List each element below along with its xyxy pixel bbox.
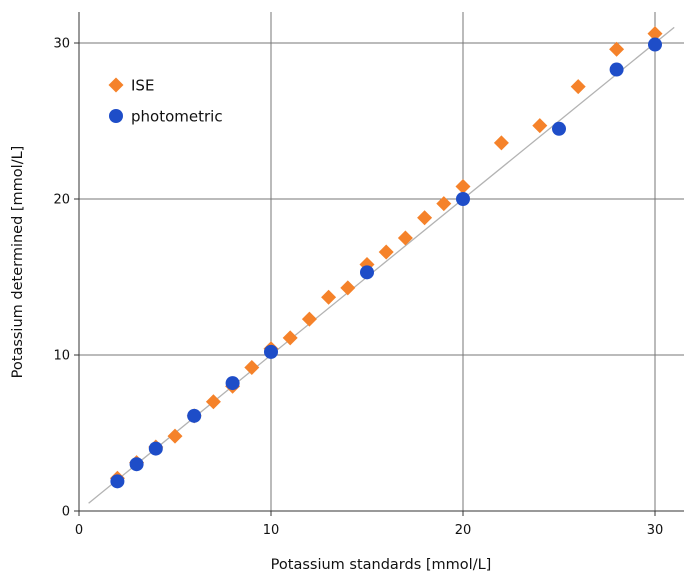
ise-data-point: [282, 330, 298, 346]
x-tick-label: 0: [75, 523, 83, 538]
ise-data-point: [493, 135, 509, 151]
ise-data-point: [609, 41, 625, 57]
ise-data-point: [417, 210, 433, 226]
identity-reference-line: [88, 26, 675, 504]
photometric-data-point: [552, 121, 566, 136]
ise-data-point: [340, 280, 356, 296]
marks-layer: [109, 26, 663, 489]
x-axis-title: Potassium standards [mmol/L]: [271, 557, 492, 573]
ise-data-point: [570, 79, 586, 95]
ise-data-point: [436, 196, 452, 212]
axis-layer: 0 10 20 30 0 10 20 30: [53, 12, 684, 538]
ise-data-point: [244, 359, 260, 375]
ise-data-point: [205, 394, 221, 410]
ise-data-point: [532, 118, 548, 134]
photometric-data-point: [264, 344, 278, 359]
x-tick-label: 20: [455, 523, 472, 538]
legend: ISE photometric: [108, 77, 223, 126]
y-tick-label: 0: [62, 505, 70, 520]
y-axis-title: Potassium determined [mmol/L]: [10, 146, 26, 379]
photometric-data-point: [360, 265, 374, 280]
ise-data-point: [167, 428, 183, 444]
ise-data-point: [647, 26, 663, 42]
series-photometric: [110, 37, 662, 489]
ise-data-point: [321, 289, 337, 305]
photometric-data-point: [129, 457, 144, 472]
legend-ise-swatch: [108, 77, 124, 93]
x-tick-label: 10: [263, 523, 280, 538]
ise-data-point: [455, 179, 471, 195]
y-tick-label: 20: [53, 193, 70, 208]
photometric-data-point: [110, 474, 125, 489]
legend-photometric-swatch: [109, 109, 123, 123]
photometric-data-point: [225, 376, 240, 391]
ise-data-point: [378, 244, 394, 260]
ise-data-point: [301, 311, 317, 327]
legend-label-photometric: photometric: [131, 108, 223, 126]
y-tick-label: 10: [53, 349, 70, 364]
x-tick-label: 30: [647, 523, 664, 538]
reference-line-layer: [88, 26, 675, 504]
y-tick-label: 30: [53, 37, 70, 52]
ise-data-point: [397, 230, 413, 246]
legend-label-ise: ISE: [131, 77, 154, 95]
photometric-data-point: [609, 62, 624, 77]
photometric-data-point: [648, 37, 662, 52]
photometric-data-point: [187, 408, 202, 423]
grid-layer: [79, 12, 684, 511]
photometric-data-point: [148, 441, 163, 456]
photometric-data-point: [456, 192, 470, 206]
